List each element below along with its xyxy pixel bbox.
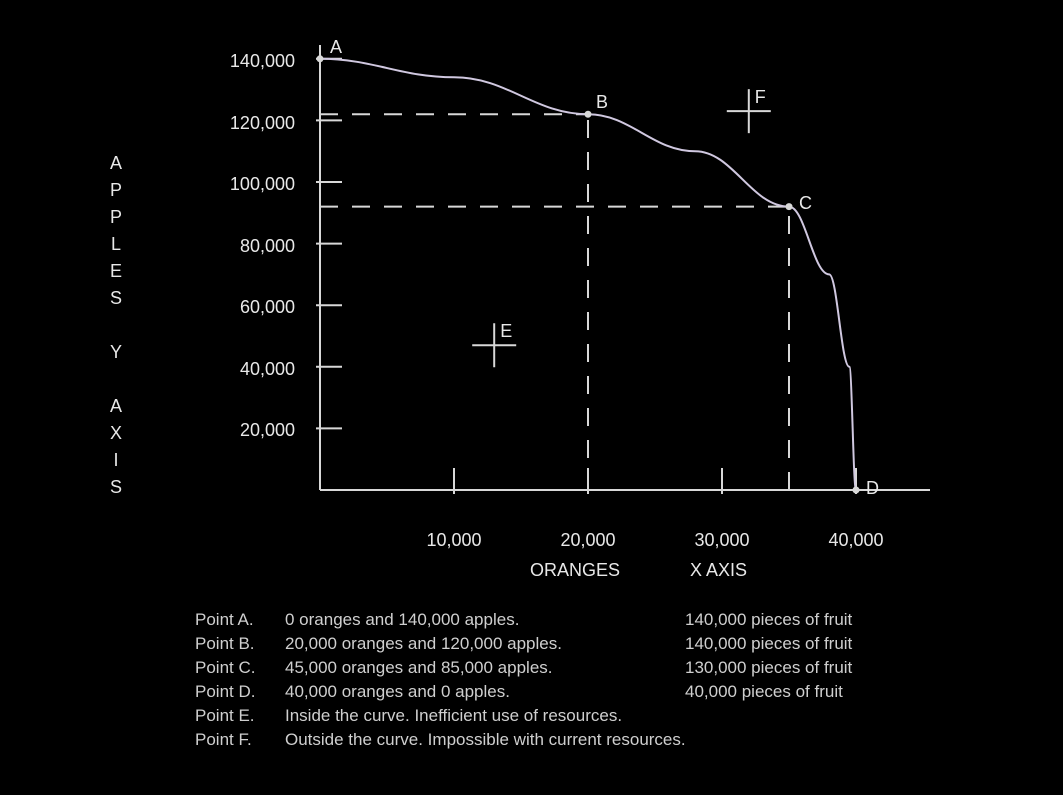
legend-desc: 40,000 oranges and 0 apples. [285, 682, 685, 702]
legend-key: Point C. [195, 658, 285, 678]
legend-row: Point B. 20,000 oranges and 120,000 appl… [195, 634, 915, 654]
point-label-b: B [596, 92, 608, 113]
point-label-c: C [799, 193, 812, 214]
legend-desc: 20,000 oranges and 120,000 apples. [285, 634, 685, 654]
legend-row: Point E. Inside the curve. Inefficient u… [195, 706, 915, 726]
legend-desc: Inside the curve. Inefficient use of res… [285, 706, 885, 726]
legend-key: Point A. [195, 610, 285, 630]
legend-key: Point F. [195, 730, 285, 750]
legend-row: Point F. Outside the curve. Impossible w… [195, 730, 915, 750]
legend-total: 40,000 pieces of fruit [685, 682, 915, 702]
legend-key: Point D. [195, 682, 285, 702]
point-label-d: D [866, 478, 879, 499]
legend-total: 140,000 pieces of fruit [685, 634, 915, 654]
legend: Point A. 0 oranges and 140,000 apples. 1… [195, 610, 915, 754]
legend-total: 130,000 pieces of fruit [685, 658, 915, 678]
legend-desc: 45,000 oranges and 85,000 apples. [285, 658, 685, 678]
legend-row: Point C. 45,000 oranges and 85,000 apple… [195, 658, 915, 678]
legend-row: Point A. 0 oranges and 140,000 apples. 1… [195, 610, 915, 630]
legend-row: Point D. 40,000 oranges and 0 apples. 40… [195, 682, 915, 702]
point-label-f: F [755, 87, 766, 108]
legend-desc: Outside the curve. Impossible with curre… [285, 730, 885, 750]
legend-key: Point E. [195, 706, 285, 726]
point-label-e: E [500, 321, 512, 342]
legend-total: 140,000 pieces of fruit [685, 610, 915, 630]
legend-desc: 0 oranges and 140,000 apples. [285, 610, 685, 630]
point-label-a: A [330, 37, 342, 58]
legend-key: Point B. [195, 634, 285, 654]
